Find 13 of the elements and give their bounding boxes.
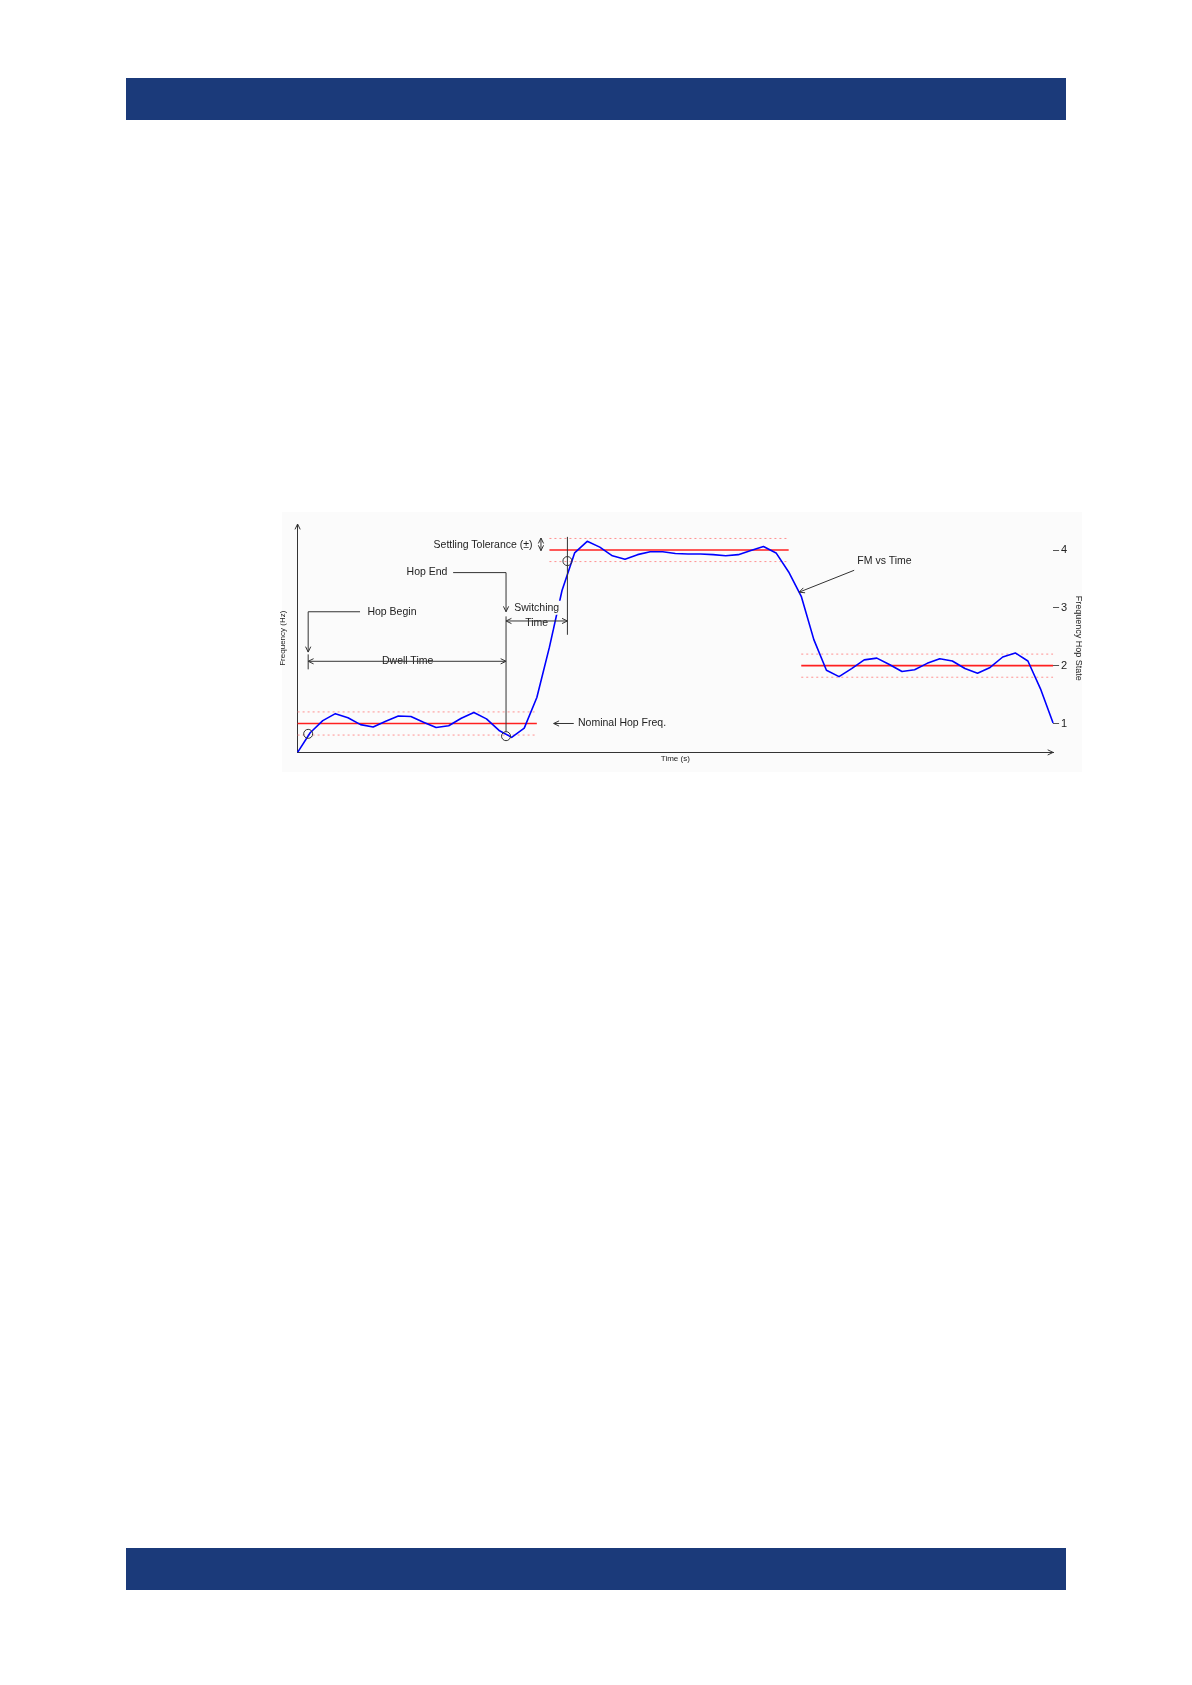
x-axis-title: Time (s) (660, 754, 691, 764)
y-tick-label: 1 (1061, 716, 1068, 729)
y-tick-label: 3 (1061, 600, 1068, 613)
annotation: Hop End (406, 565, 448, 578)
annotation: Hop Begin (367, 604, 417, 617)
annotation: Settling Tolerance (±) (433, 537, 533, 550)
y2-axis-title: Frequency (Hz) (278, 610, 287, 666)
annotation: Nominal Hop Freq. (578, 716, 667, 729)
annotation: FM vs Time (857, 553, 912, 566)
y-tick-label: 4 (1061, 543, 1068, 556)
annotation: Switching Time (514, 600, 560, 628)
y-tick-label: 2 (1061, 658, 1068, 671)
y-axis-title: Frequency Hop State (1074, 595, 1085, 681)
